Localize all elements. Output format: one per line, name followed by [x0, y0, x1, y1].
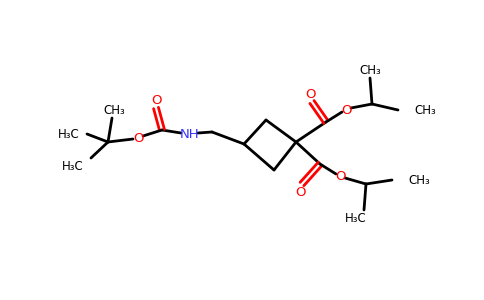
Text: H₃C: H₃C [58, 128, 80, 140]
Text: O: O [341, 103, 351, 116]
Text: H₃C: H₃C [62, 160, 84, 172]
Text: CH₃: CH₃ [359, 64, 381, 76]
Text: CH₃: CH₃ [103, 103, 125, 116]
Text: O: O [295, 185, 305, 199]
Text: O: O [133, 131, 143, 145]
Text: NH: NH [180, 128, 200, 140]
Text: CH₃: CH₃ [414, 103, 436, 116]
Text: O: O [305, 88, 315, 100]
Text: CH₃: CH₃ [408, 173, 430, 187]
Text: H₃C: H₃C [345, 212, 367, 224]
Text: O: O [151, 94, 161, 106]
Text: O: O [335, 169, 345, 182]
